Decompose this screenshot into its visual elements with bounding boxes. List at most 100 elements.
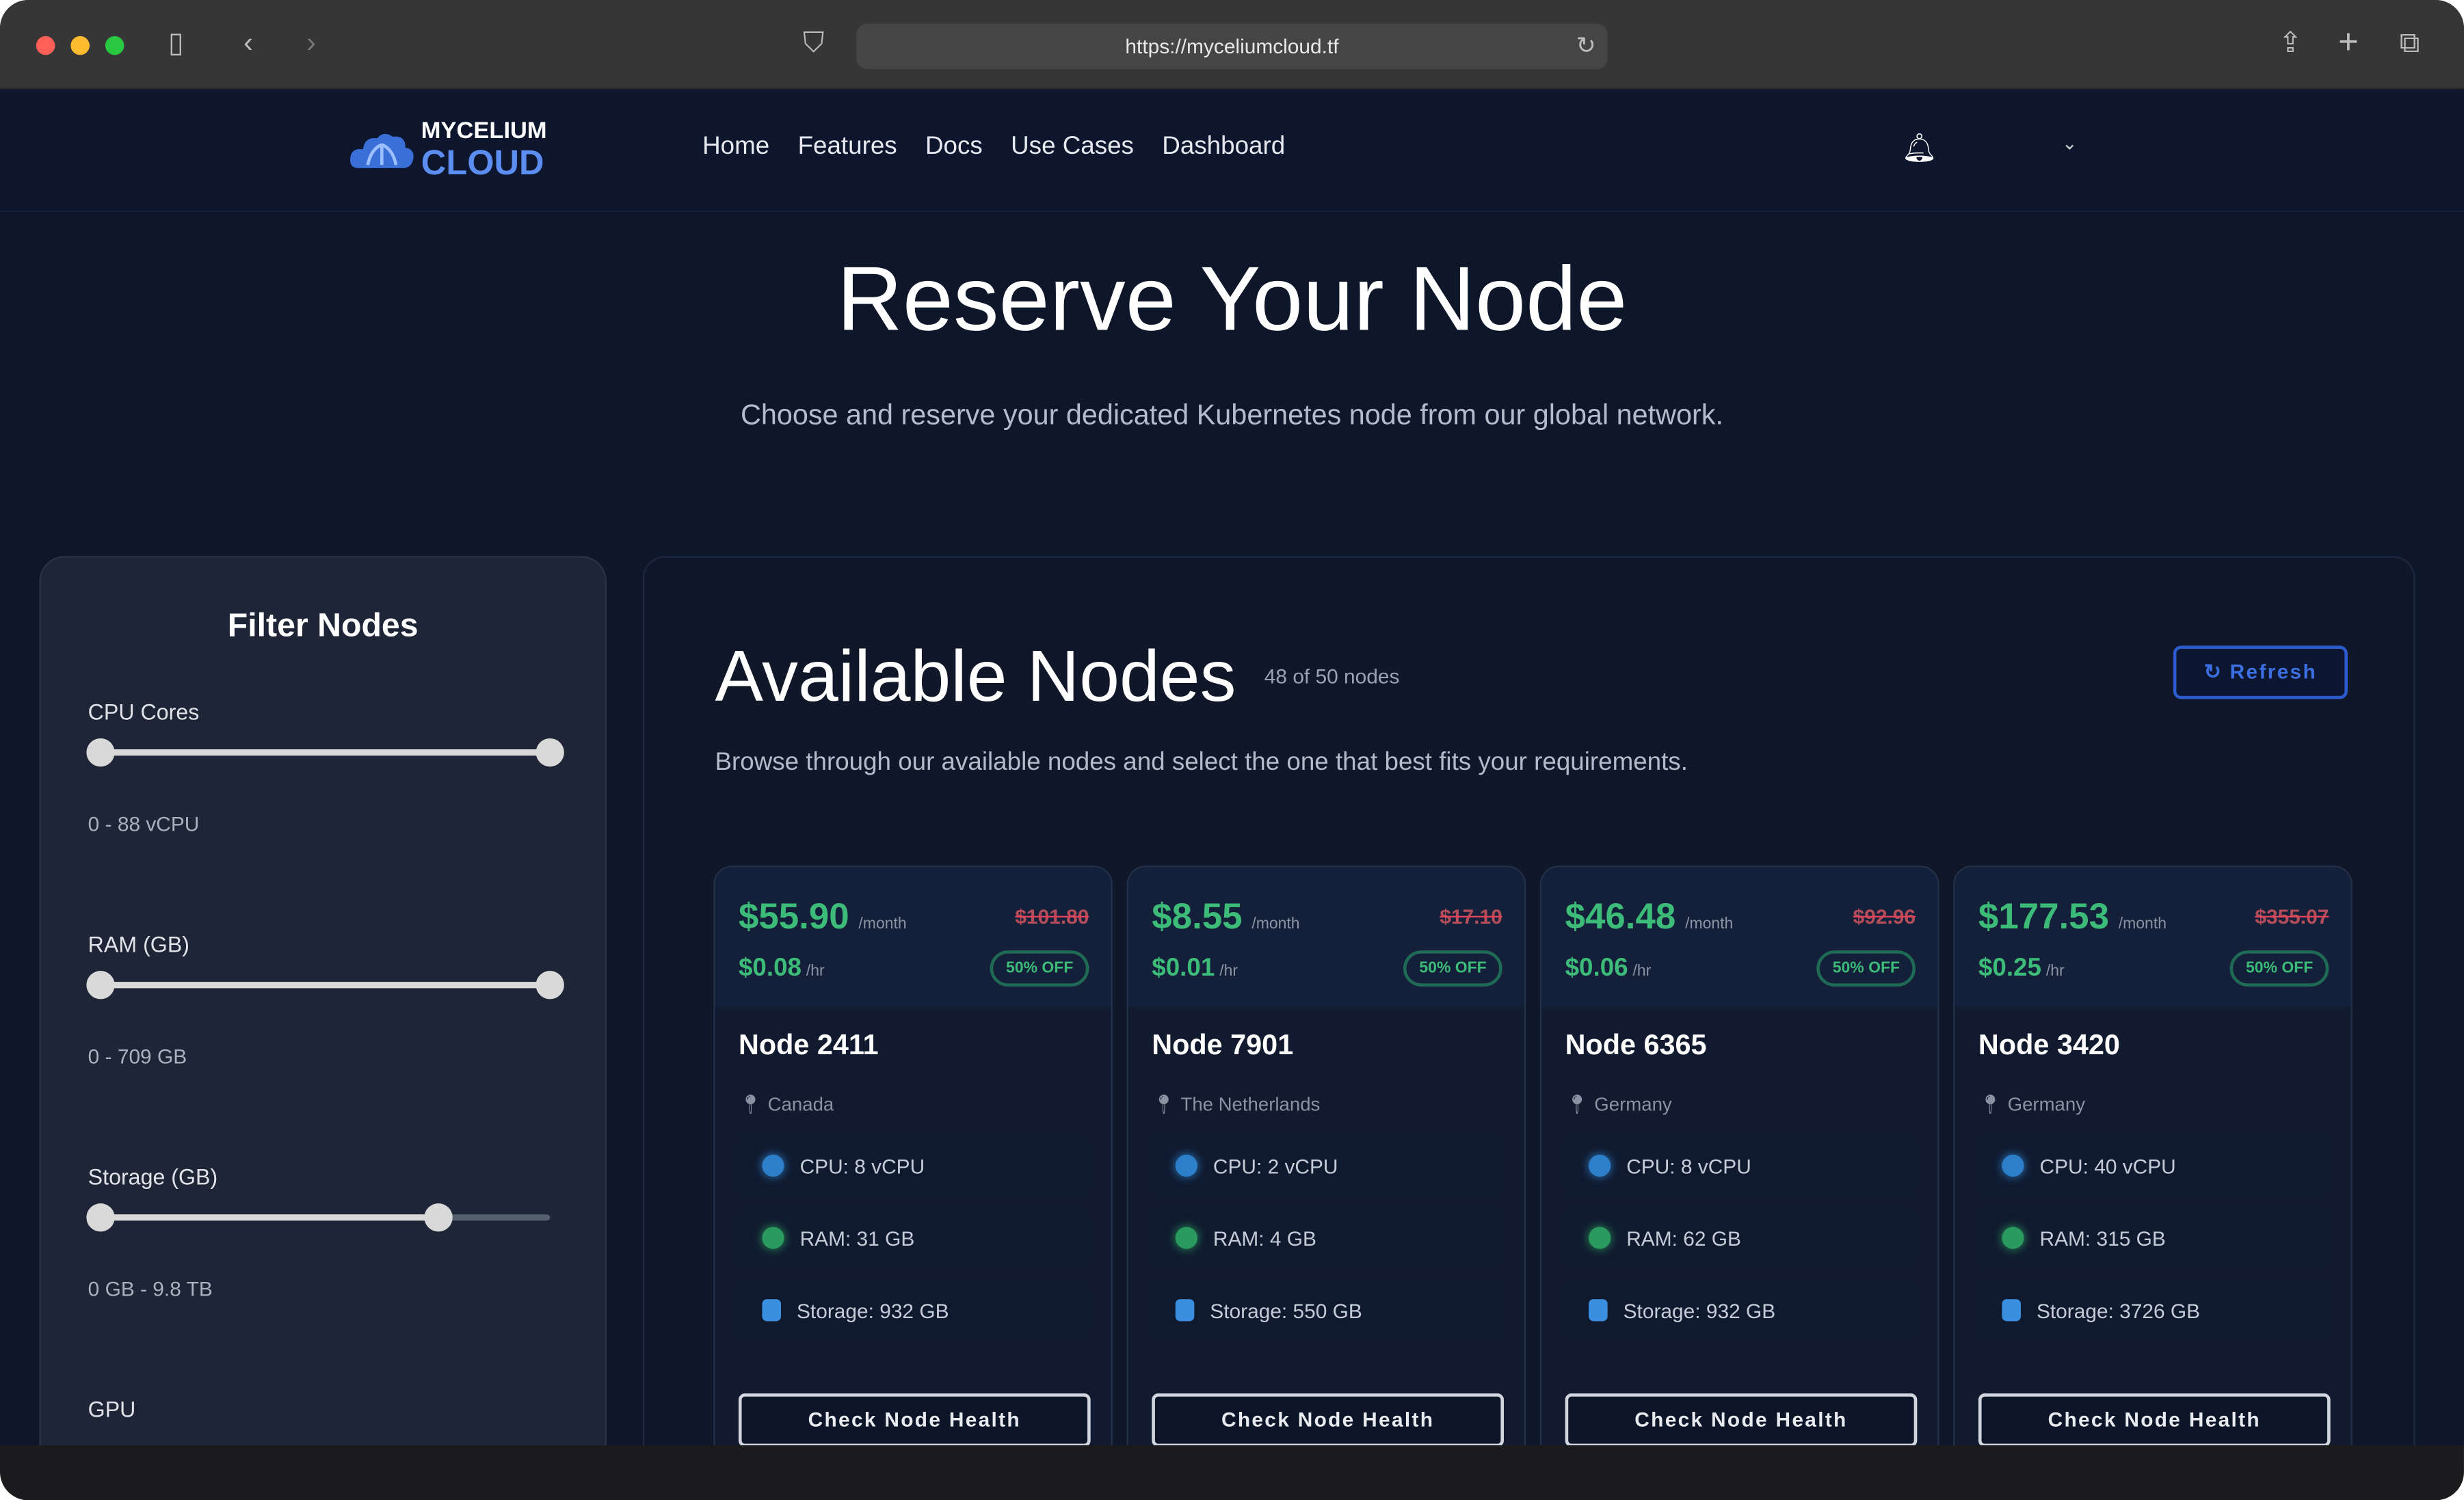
ram-value: RAM: 4 GB xyxy=(1213,1226,1316,1250)
node-card[interactable]: $177.53/month $355.07 $0.25/hr 50% OFF N… xyxy=(1953,866,2353,1445)
ram-value: RAM: 31 GB xyxy=(799,1226,915,1250)
storage-icon xyxy=(1175,1299,1195,1322)
cpu-range-slider[interactable] xyxy=(86,738,564,767)
cpu-filter: CPU Cores 0 - 88 vCPU xyxy=(86,699,564,835)
reload-icon[interactable]: ↻ xyxy=(1576,33,1596,60)
filter-range-value: 0 - 709 GB xyxy=(88,1045,187,1069)
logo[interactable]: MYCELIUM CLOUD xyxy=(349,118,547,182)
page-title: Reserve Your Node xyxy=(836,248,1628,351)
storage-icon xyxy=(762,1299,782,1322)
nav-features[interactable]: Features xyxy=(797,133,897,161)
storage-range-slider[interactable] xyxy=(86,1203,551,1232)
forward-icon[interactable]: › xyxy=(306,27,316,59)
discount-badge: 50% OFF xyxy=(990,950,1089,987)
maximize-window-button[interactable] xyxy=(105,36,124,55)
cpu-value: CPU: 8 vCPU xyxy=(799,1153,925,1178)
ram-spec: RAM: 4 GB xyxy=(1150,1208,1502,1268)
location-pin-icon: 📍︎ xyxy=(1152,1093,1176,1116)
slider-min-handle[interactable] xyxy=(86,1203,115,1232)
tabs-overview-icon[interactable]: ⧉ xyxy=(2399,27,2420,59)
slider-max-handle[interactable] xyxy=(535,738,564,767)
refresh-button[interactable]: ↻ Refresh xyxy=(2173,645,2348,699)
cpu-spec: CPU: 8 vCPU xyxy=(737,1136,1089,1196)
bell-icon[interactable]: 🔔︎ xyxy=(1901,132,1937,163)
nav-home[interactable]: Home xyxy=(702,133,770,161)
slider-max-handle[interactable] xyxy=(423,1203,452,1232)
per-hour-label: /hr xyxy=(1632,963,1652,980)
share-icon[interactable]: ⇪ xyxy=(2278,27,2303,59)
per-month-label: /month xyxy=(1685,915,1734,933)
back-icon[interactable]: ‹ xyxy=(243,27,253,59)
storage-spec: Storage: 932 GB xyxy=(1563,1280,1916,1341)
original-price: $101.80 xyxy=(1015,905,1089,928)
node-name: Node 2411 xyxy=(738,1029,879,1061)
original-price: $17.10 xyxy=(1440,905,1502,928)
ram-range-slider[interactable] xyxy=(86,971,564,1000)
hourly-price: $0.08 xyxy=(738,955,802,982)
check-node-health-button[interactable]: Check Node Health xyxy=(738,1393,1091,1445)
logo-text-top: MYCELIUM xyxy=(421,118,547,145)
section-header: Available Nodes 48 of 50 nodes xyxy=(715,633,1399,718)
navbar: MYCELIUM CLOUD Home Features Docs Use Cas… xyxy=(0,89,2464,213)
cpu-spec: CPU: 40 vCPU xyxy=(1976,1136,2329,1196)
cpu-value: CPU: 2 vCPU xyxy=(1213,1153,1338,1178)
slider-max-handle[interactable] xyxy=(535,971,564,1000)
node-card[interactable]: $46.48/month $92.96 $0.06/hr 50% OFF Nod… xyxy=(1539,866,1939,1445)
slider-min-handle[interactable] xyxy=(86,738,115,767)
nodes-panel: Available Nodes 48 of 50 nodes ↻ Refresh… xyxy=(642,556,2415,1445)
cpu-value: CPU: 40 vCPU xyxy=(2039,1153,2176,1178)
location-pin-icon: 📍︎ xyxy=(1978,1093,2002,1116)
page-subtitle: Choose and reserve your dedicated Kubern… xyxy=(740,399,1723,431)
gpu-filter: GPU xyxy=(88,1397,559,1422)
check-node-health-button[interactable]: Check Node Health xyxy=(1978,1393,2331,1445)
minimize-window-button[interactable] xyxy=(70,36,90,55)
check-node-health-button[interactable]: Check Node Health xyxy=(1565,1393,1918,1445)
monthly-price: $46.48 xyxy=(1565,895,1676,937)
original-price: $355.07 xyxy=(2255,905,2329,928)
ram-filter: RAM (GB) 0 - 709 GB xyxy=(86,931,564,1069)
location-pin-icon: 📍︎ xyxy=(1565,1093,1589,1116)
per-hour-label: /hr xyxy=(2045,963,2065,980)
node-card[interactable]: $8.55/month $17.10 $0.01/hr 50% OFF Node… xyxy=(1126,866,1526,1445)
chevron-down-icon[interactable]: ⌄ xyxy=(2061,132,2078,155)
ram-value: RAM: 315 GB xyxy=(2039,1226,2166,1250)
node-card[interactable]: $55.90/month $101.80 $0.08/hr 50% OFF No… xyxy=(713,866,1113,1445)
cloud-logo-icon xyxy=(350,133,414,168)
storage-value: Storage: 932 GB xyxy=(796,1298,949,1322)
ram-spec: RAM: 62 GB xyxy=(1563,1208,1916,1268)
cpu-value: CPU: 8 vCPU xyxy=(1626,1153,1751,1178)
storage-spec: Storage: 932 GB xyxy=(737,1280,1089,1341)
new-tab-icon[interactable]: + xyxy=(2338,22,2359,62)
per-month-label: /month xyxy=(2118,915,2167,933)
check-node-health-button[interactable]: Check Node Health xyxy=(1152,1393,1504,1445)
cpu-spec: CPU: 2 vCPU xyxy=(1150,1136,1502,1196)
refresh-icon: ↻ xyxy=(2203,660,2223,684)
hourly-price: $0.01 xyxy=(1152,955,1215,982)
ram-icon xyxy=(1589,1227,1611,1249)
nav-dashboard[interactable]: Dashboard xyxy=(1162,133,1286,161)
cpu-spec: CPU: 8 vCPU xyxy=(1563,1136,1916,1196)
filter-label: Storage (GB) xyxy=(88,1164,218,1190)
filter-label: RAM (GB) xyxy=(88,931,190,957)
shield-icon: ⛉ xyxy=(803,27,825,59)
node-name: Node 3420 xyxy=(1978,1029,2120,1061)
slider-min-handle[interactable] xyxy=(86,971,115,1000)
node-name: Node 6365 xyxy=(1565,1029,1707,1061)
node-location: Germany xyxy=(2007,1093,2086,1116)
location-pin-icon: 📍︎ xyxy=(738,1093,763,1116)
storage-value: Storage: 550 GB xyxy=(1210,1298,1362,1322)
ram-spec: RAM: 31 GB xyxy=(737,1208,1089,1268)
nav-docs[interactable]: Docs xyxy=(925,133,983,161)
price-header: $46.48/month $92.96 $0.06/hr 50% OFF xyxy=(1541,867,1938,1007)
hourly-price: $0.25 xyxy=(1978,955,2041,982)
sidebar-icon[interactable]: ▯ xyxy=(168,27,184,59)
node-name: Node 7901 xyxy=(1152,1029,1294,1061)
storage-spec: Storage: 550 GB xyxy=(1150,1280,1502,1341)
close-window-button[interactable] xyxy=(36,36,55,55)
section-title: Available Nodes xyxy=(715,634,1236,716)
nav-use-cases[interactable]: Use Cases xyxy=(1011,133,1134,161)
address-bar[interactable]: https://myceliumcloud.tf xyxy=(856,23,1608,70)
storage-icon xyxy=(1589,1299,1608,1322)
